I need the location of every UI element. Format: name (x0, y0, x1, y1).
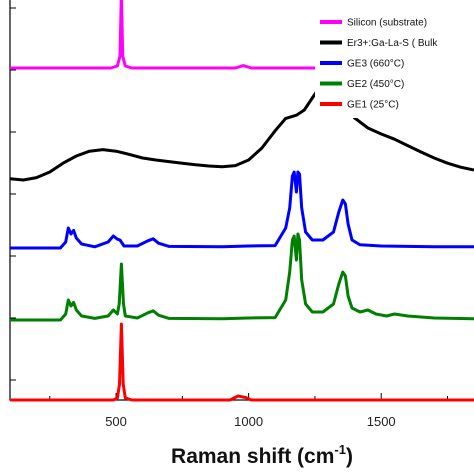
y-ticks (10, 7, 16, 381)
series-line (10, 322, 474, 402)
x-tick-label: 500 (105, 414, 127, 429)
series-group (9, 0, 474, 402)
legend-label: GE3 (660°C) (347, 59, 404, 70)
legend-label: GE2 (450°C) (347, 79, 404, 90)
legend-label: GE1 (25°C) (347, 100, 399, 111)
legend-label: Silicon (substrate) (347, 18, 427, 29)
x-ticks: 500 1000 1500 (49, 393, 448, 429)
x-axis-title: Raman shift (cm-1) (171, 442, 353, 468)
x-axis-title-close: ) (346, 445, 353, 468)
x-axis-title-sup: -1 (334, 442, 346, 457)
plot-frame (9, 0, 474, 401)
series-line (9, 82, 474, 182)
x-axis-title-main: Raman shift (cm (171, 445, 334, 468)
x-tick-label: 1500 (367, 414, 396, 429)
series-line (10, 170, 474, 250)
series-line (10, 0, 474, 70)
legend: Silicon (substrate) Er3+:Ga-La-S ( Bulk GE… (315, 12, 474, 118)
legend-label: Er3+:Ga-La-S ( Bulk (347, 38, 438, 49)
x-tick-label: 1000 (234, 414, 263, 429)
series-line (10, 232, 474, 322)
plot-area: 500 1000 1500 (9, 0, 474, 429)
